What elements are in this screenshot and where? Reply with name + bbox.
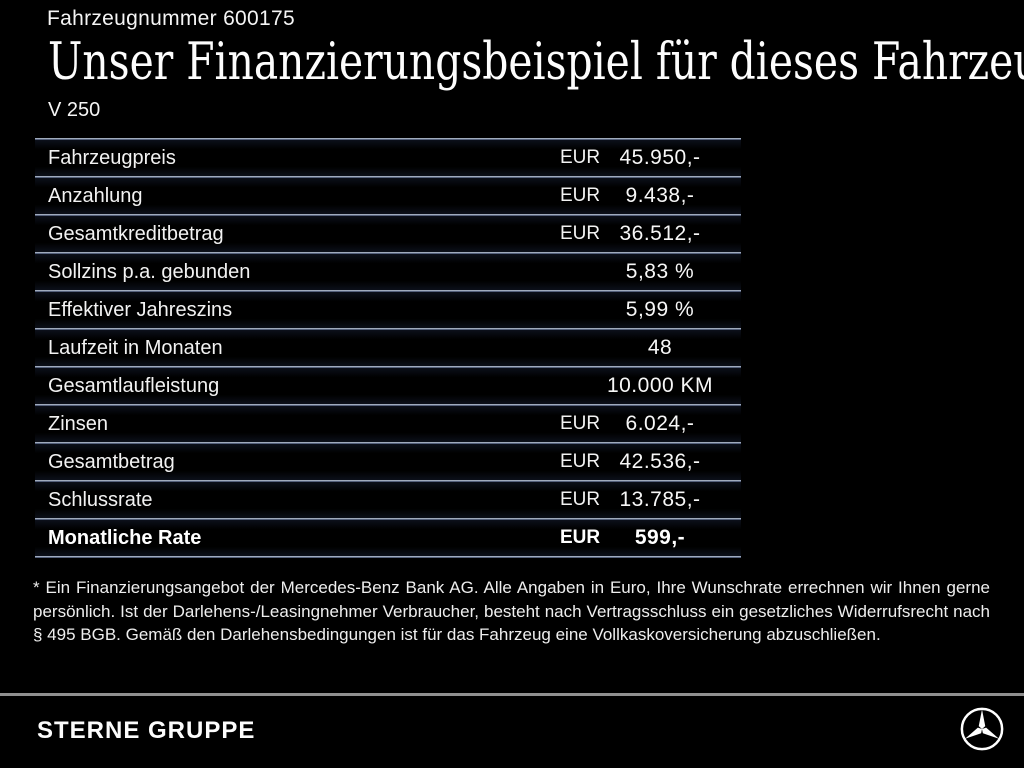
table-row-monatliche-rate: Monatliche Rate EUR 599,- [35,520,741,556]
footnote-line: * Ein Finanzierungsangebot der Mercedes-… [33,578,990,597]
table-row-laufzeit: Laufzeit in Monaten 48 [35,330,741,366]
row-value: 10.000 KM [606,374,714,397]
row-label: Laufzeit in Monaten [48,336,223,359]
dealer-name: STERNE GRUPPE [37,717,256,744]
table-separator [35,176,741,178]
row-value: 45.950,- [619,146,701,169]
row-label: Effektiver Jahreszins [48,298,233,321]
table-row-gesamtbetrag: Gesamtbetrag EUR 42.536,- [35,444,741,480]
row-value: 48 [647,336,673,359]
row-label: Fahrzeugpreis [48,146,176,169]
financing-table: Fahrzeugpreis EUR 45.950,- Anzahlung EUR… [35,138,741,558]
row-label: Gesamtbetrag [48,450,175,473]
table-row-fahrzeugpreis: Fahrzeugpreis EUR 45.950,- [35,140,741,176]
table-row-zinsen: Zinsen EUR 6.024,- [35,406,741,442]
table-separator [35,214,741,216]
row-currency: EUR [560,527,601,548]
table-separator [35,442,741,444]
legal-footnote: * Ein Finanzierungsangebot der Mercedes-… [33,576,990,647]
table-separator [35,366,741,368]
table-separator [35,138,741,140]
row-value: 36.512,- [619,222,701,245]
row-label: Gesamtlaufleistung [48,374,220,397]
row-label: Schlussrate [48,488,153,511]
footnote-line: § 495 BGB. Gemäß den Darlehensbedingunge… [33,625,881,644]
row-currency: EUR [560,489,601,510]
row-label: Zinsen [48,412,109,435]
table-separator [35,480,741,482]
row-value: 5,99 % [625,298,695,321]
page-title: Unser Finanzierungsbeispiel für dieses F… [48,33,1024,92]
row-label: Gesamtkreditbetrag [48,222,224,245]
table-row-sollzins: Sollzins p.a. gebunden 5,83 % [35,254,741,290]
vehicle-model: V 250 [48,99,101,121]
row-currency: EUR [560,223,601,244]
table-separator [35,556,741,558]
footer-divider [0,693,1024,696]
row-currency: EUR [560,147,601,168]
table-separator [35,518,741,520]
table-separator [35,404,741,406]
row-label: Sollzins p.a. gebunden [48,260,251,283]
footnote-line: persönlich. Ist der Darlehens-/Leasingne… [33,601,990,621]
row-value: 599,- [634,526,686,549]
row-label: Anzahlung [48,184,143,207]
row-value: 5,83 % [625,260,695,283]
table-row-schlussrate: Schlussrate EUR 13.785,- [35,482,741,518]
table-row-gesamtkreditbetrag: Gesamtkreditbetrag EUR 36.512,- [35,216,741,252]
row-value: 13.785,- [619,488,701,511]
table-separator [35,290,741,292]
row-value: 42.536,- [619,450,701,473]
table-row-gesamtlaufleistung: Gesamtlaufleistung 10.000 KM [35,368,741,404]
table-separator [35,328,741,330]
mercedes-benz-star-icon [960,707,1004,751]
row-value: 6.024,- [625,412,695,435]
row-currency: EUR [560,413,601,434]
vehicle-number: Fahrzeugnummer 600175 [47,7,295,30]
table-separator [35,252,741,254]
row-currency: EUR [560,451,601,472]
table-row-effektiver-jahreszins: Effektiver Jahreszins 5,99 % [35,292,741,328]
row-value: 9.438,- [625,184,695,207]
table-row-anzahlung: Anzahlung EUR 9.438,- [35,178,741,214]
row-label: Monatliche Rate [48,526,202,549]
row-currency: EUR [560,185,601,206]
